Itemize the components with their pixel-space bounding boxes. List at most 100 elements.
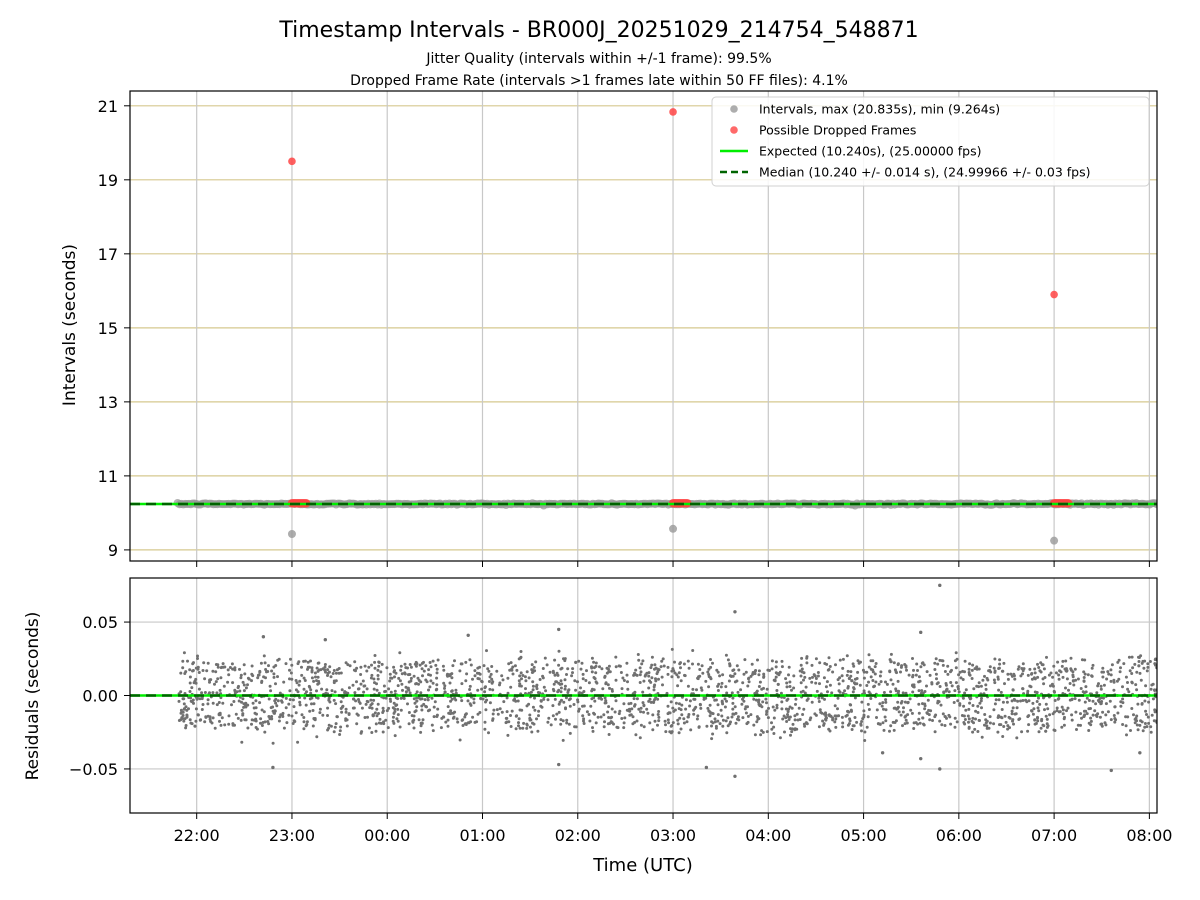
residual-point — [339, 671, 343, 675]
residual-point — [1089, 719, 1093, 723]
residual-point — [464, 660, 468, 664]
residual-point — [956, 687, 960, 691]
residual-point — [698, 668, 702, 671]
residual-point — [490, 677, 494, 681]
residual-point — [476, 688, 480, 692]
residuals-y-axis-label: Residuals (seconds) — [23, 612, 43, 781]
residual-point — [509, 725, 513, 728]
residual-point — [858, 683, 862, 687]
residual-point — [596, 715, 600, 719]
residual-point — [707, 685, 711, 689]
residual-point — [197, 671, 201, 674]
residual-point — [889, 660, 893, 664]
residual-point — [1036, 662, 1039, 666]
residual-point — [756, 658, 759, 662]
residual-point — [1085, 712, 1089, 716]
residual-point — [481, 697, 485, 701]
residual-point — [936, 701, 940, 705]
residual-point — [304, 703, 308, 707]
residual-point — [639, 670, 643, 674]
residual-point — [557, 649, 561, 653]
residual-point — [793, 728, 797, 732]
residual-point — [866, 702, 870, 706]
residual-point — [413, 662, 417, 666]
residual-point — [916, 722, 920, 726]
residual-point — [582, 722, 586, 725]
residual-point — [1096, 684, 1100, 688]
residual-point — [1039, 726, 1043, 730]
residual-point — [227, 722, 231, 726]
residual-point — [315, 689, 318, 693]
residual-point — [430, 696, 434, 700]
x-tick-label: 23:00 — [269, 826, 315, 845]
residual-point — [314, 675, 317, 679]
residual-point — [967, 707, 971, 711]
residual-point — [392, 670, 396, 674]
residual-point — [1003, 682, 1006, 686]
residual-point — [770, 727, 774, 731]
residual-point — [451, 716, 455, 720]
residual-point — [201, 669, 205, 672]
residual-point — [1033, 690, 1037, 694]
residual-point — [1076, 677, 1080, 681]
residual-point — [733, 680, 737, 684]
residual-point — [396, 697, 400, 701]
residual-point — [862, 713, 866, 717]
residual-point — [362, 684, 366, 688]
residual-point — [270, 715, 274, 718]
residual-point — [183, 717, 187, 721]
residual-point — [1035, 700, 1039, 703]
legend-swatch-marker — [730, 105, 738, 113]
residual-point — [1040, 663, 1044, 667]
residual-point — [288, 677, 291, 681]
residual-point — [1026, 673, 1030, 677]
residual-point — [657, 710, 661, 713]
residual-point — [841, 679, 845, 683]
residual-point — [285, 721, 289, 725]
residual-point — [555, 680, 558, 684]
residual-point — [267, 715, 271, 718]
residual-point — [469, 663, 473, 667]
residual-point — [431, 681, 435, 685]
residual-point — [691, 687, 695, 691]
residual-point — [880, 704, 884, 708]
residual-outlier-point — [938, 767, 942, 771]
residual-point — [1061, 712, 1065, 716]
residual-point — [262, 710, 266, 714]
residual-point — [256, 676, 260, 680]
residual-point — [881, 721, 885, 725]
residual-point — [467, 721, 471, 725]
residual-point — [727, 679, 731, 683]
residual-point — [403, 662, 407, 666]
residual-point — [848, 703, 852, 707]
residual-point — [1083, 658, 1087, 662]
residual-point — [192, 701, 195, 705]
residual-point — [338, 733, 342, 736]
residual-point — [449, 699, 453, 703]
residual-point — [660, 675, 664, 679]
residual-point — [529, 690, 533, 694]
residual-point — [520, 708, 524, 712]
residual-point — [443, 686, 446, 690]
residual-point — [984, 718, 988, 722]
residual-point — [1105, 677, 1109, 681]
residual-point — [941, 712, 945, 716]
residual-point — [902, 706, 905, 710]
residual-point — [268, 684, 272, 688]
residual-point — [801, 713, 805, 716]
residual-point — [576, 700, 580, 704]
residual-point — [980, 706, 983, 710]
residual-point — [284, 662, 288, 666]
residual-point — [533, 708, 537, 712]
residual-point — [635, 719, 639, 723]
residual-point — [664, 723, 667, 727]
residual-point — [317, 668, 321, 672]
residual-point — [327, 696, 331, 700]
residual-point — [671, 706, 675, 710]
residual-point — [433, 700, 437, 704]
residual-point — [774, 675, 778, 679]
residual-point — [1000, 669, 1004, 673]
residual-point — [198, 697, 202, 701]
residual-point — [579, 667, 583, 671]
residual-point — [833, 720, 837, 724]
